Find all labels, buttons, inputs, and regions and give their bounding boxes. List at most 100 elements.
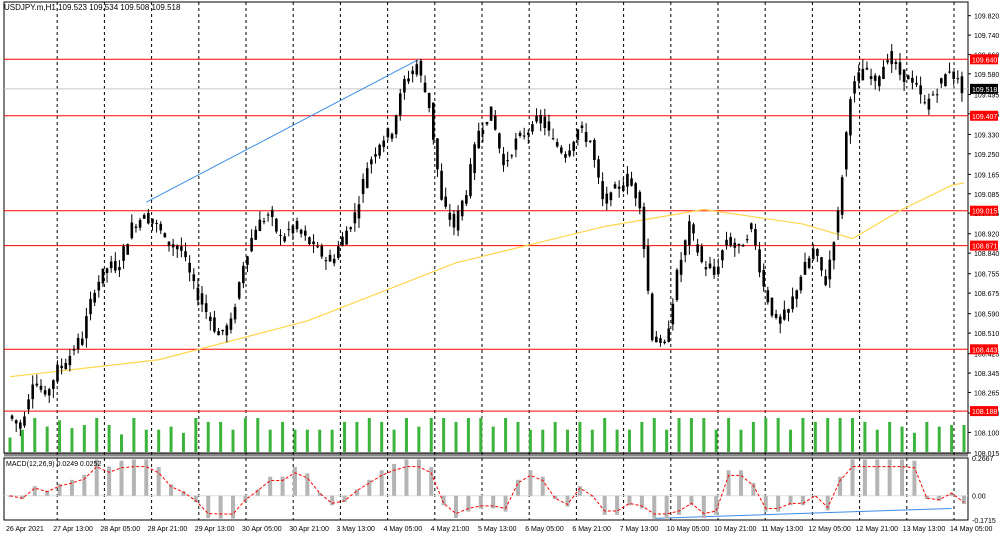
candle-body (906, 75, 910, 80)
volume-bar (541, 429, 545, 452)
volume-bar (268, 429, 272, 452)
candle-body (332, 258, 336, 264)
candle-body (584, 131, 588, 142)
price-axis-label: 109.250 (974, 152, 999, 159)
volume-bar (454, 421, 458, 452)
candle-body (85, 316, 88, 339)
candle-body (460, 200, 464, 217)
candle-body (564, 154, 567, 158)
time-axis-label: 4 May 21:00 (431, 526, 470, 533)
macd-histogram-bar (714, 495, 719, 515)
volume-bar (144, 429, 148, 452)
macd-histogram-bar (342, 495, 347, 503)
macd-histogram-bar (528, 470, 533, 496)
macd-histogram-bar (515, 479, 520, 496)
time-axis-label: 26 Apr 2021 (6, 526, 44, 533)
candle-body (213, 317, 216, 332)
candle-body (378, 144, 381, 156)
volume-bar (157, 429, 161, 452)
volume-bar (318, 429, 322, 452)
macd-histogram-bar (726, 470, 731, 496)
candle-body (502, 153, 505, 166)
candle-body (122, 246, 125, 261)
volume-bar (826, 418, 830, 452)
volume-bar (429, 418, 433, 452)
candle-body (188, 262, 191, 273)
price-axis-label: 108.840 (974, 251, 999, 258)
price-axis-label: 109.580 (974, 72, 999, 79)
macd-histogram-bar (280, 476, 285, 496)
volume-bar (479, 418, 483, 452)
candle-body (613, 184, 617, 189)
candle-body (452, 213, 456, 228)
time-axis-label: 28 Apr 21:00 (148, 526, 188, 533)
candle-body (675, 269, 679, 301)
candle-body (192, 274, 196, 282)
time-axis-label: 7 May 13:00 (620, 526, 659, 533)
candle-body (679, 259, 683, 275)
candle-body (576, 129, 580, 140)
candle-body (836, 210, 840, 233)
candle-body (56, 364, 59, 382)
volume-bar (466, 418, 470, 452)
candle-body (514, 138, 518, 150)
macd-axis-label: 0.2667 (972, 456, 994, 463)
candle-body (716, 266, 720, 275)
candle-body (275, 218, 278, 232)
candle-body (229, 318, 233, 330)
candle-body (704, 267, 708, 270)
volume-bar (751, 421, 755, 452)
volume-bar (912, 432, 916, 452)
macd-histogram-bar (404, 459, 409, 496)
candle-body (948, 71, 951, 73)
candle-body (254, 229, 258, 240)
candle-body (960, 76, 964, 94)
candle-body (820, 257, 823, 271)
current-price-bg (970, 83, 998, 94)
level-label: 108.871 (972, 244, 997, 251)
candle-body (696, 244, 699, 253)
time-axis-label: 30 Apr 05:00 (242, 526, 282, 533)
candle-body (721, 250, 724, 261)
volume-bar (305, 429, 309, 452)
candle-body (683, 240, 687, 256)
volume-bar (45, 426, 49, 452)
main-frame (3, 1, 969, 454)
candle-body (944, 74, 947, 87)
candle-body (308, 237, 311, 245)
candle-body (415, 64, 419, 75)
macd-histogram-bar (107, 466, 112, 496)
macd-histogram-bar (57, 483, 62, 496)
candle-body (642, 206, 646, 249)
time-axis-label: 12 May 21:00 (856, 526, 899, 533)
volume-bar (937, 426, 941, 452)
candle-body (31, 384, 35, 400)
price-axis-label: 108.100 (974, 430, 999, 437)
candle-body (543, 116, 547, 129)
candle-body (89, 298, 92, 315)
level-label: 109.015 (972, 209, 997, 216)
candle-body (700, 246, 704, 262)
volume-bar (243, 418, 247, 452)
macd-histogram-bar (193, 495, 198, 503)
level-label: 109.640 (972, 57, 997, 64)
candle-body (803, 261, 807, 275)
level-label: 109.407 (972, 114, 997, 121)
level-label-bg (970, 344, 998, 355)
macd-histogram-bar (838, 476, 843, 496)
candle-body (155, 223, 158, 225)
candle-body (233, 307, 237, 320)
candle-body (956, 78, 960, 80)
volume-bar (801, 418, 805, 452)
macd-title: MACD(12,26,9) 0.0249 0.0252 (6, 461, 101, 468)
candle-body (175, 245, 179, 250)
candle-body (849, 99, 852, 136)
candle-body (270, 209, 274, 218)
macd-histogram-bar (379, 470, 384, 496)
candle-body (14, 420, 18, 424)
candle-body (142, 214, 146, 219)
candle-body (886, 60, 889, 63)
volume-bar (355, 421, 359, 452)
candle-body (353, 212, 357, 224)
